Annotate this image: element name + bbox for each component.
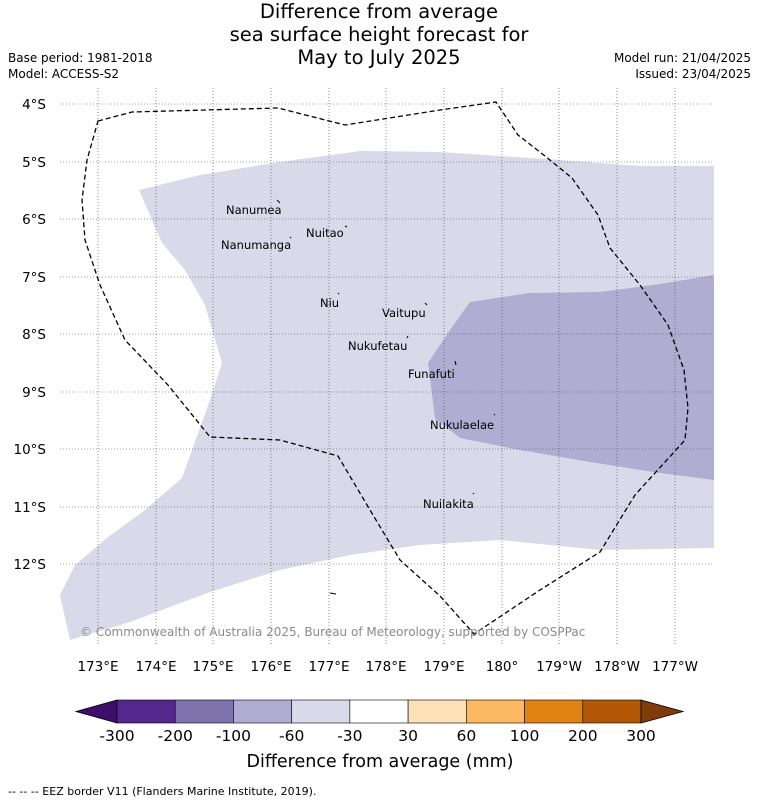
lat-tick-label: 10°S xyxy=(14,442,47,458)
base-period-text: Base period: 1981-2018 xyxy=(8,51,153,65)
lat-tick-label: 5°S xyxy=(22,155,46,171)
island-label-nukulaelae: Nukulaelae xyxy=(430,418,494,432)
lon-tick-label: 177°W xyxy=(652,659,698,675)
island-label-nanumea: Nanumea xyxy=(226,203,282,217)
colorbar-swatch xyxy=(582,699,642,724)
lat-tick-label: 7°S xyxy=(22,270,46,286)
island-markers xyxy=(276,199,496,595)
longitude-axis: 173°E 174°E 175°E 176°E 177°E 178°E 179°E 180° 1… xyxy=(77,659,697,675)
colorbar-swatch xyxy=(466,699,525,724)
lon-tick-label: 180° xyxy=(486,659,519,675)
lon-tick-label: 174°E xyxy=(135,659,176,675)
lat-tick-label: 9°S xyxy=(22,385,46,401)
model-run-text: Model run: 21/04/2025 xyxy=(613,51,751,65)
eez-legend-note: -- -- -- EEZ border V11 (Flanders Marine… xyxy=(8,785,317,798)
colorbar-tick-label: -30 xyxy=(337,727,362,745)
lat-tick-label: 6°S xyxy=(22,212,46,228)
anomaly-region-light xyxy=(60,151,714,640)
lon-tick-label: 173°E xyxy=(77,659,118,675)
lat-tick-label: 8°S xyxy=(22,327,46,343)
title-line-1: Difference from average xyxy=(259,0,499,23)
lon-tick-label: 176°E xyxy=(250,659,291,675)
lat-tick-label: 4°S xyxy=(22,97,46,113)
issued-text: Issued: 23/04/2025 xyxy=(635,67,751,81)
colorbar-swatch xyxy=(291,699,351,724)
colorbar-tick-label: -200 xyxy=(158,727,193,745)
title-line-3: May to July 2025 xyxy=(297,46,461,69)
colorbar-tick-label: 60 xyxy=(456,727,476,745)
island-label-nukufetau: Nukufetau xyxy=(348,339,407,353)
lon-tick-label: 175°E xyxy=(192,659,233,675)
island-label-vaitupu: Vaitupu xyxy=(382,306,426,320)
island-label-niu: Niu xyxy=(320,296,339,310)
meta-left: Base period: 1981-2018 Model: ACCESS-S2 xyxy=(8,50,153,82)
colorbar-tick-label: -60 xyxy=(279,727,304,745)
island-label-nuitao: Nuitao xyxy=(306,226,344,240)
lon-tick-label: 178°E xyxy=(365,659,406,675)
island-label-nuilakita: Nuilakita xyxy=(423,497,474,511)
lon-tick-label: 179°E xyxy=(423,659,464,675)
grid-lines xyxy=(60,88,714,645)
colorbar-swatch xyxy=(174,699,234,724)
colorbar-tick-label: -300 xyxy=(99,727,134,745)
colorbar-tick-label: 30 xyxy=(398,727,418,745)
colorbar-swatch xyxy=(349,699,409,724)
meta-right: Model run: 21/04/2025 Issued: 23/04/2025 xyxy=(614,50,751,82)
colorbar-swatch xyxy=(524,699,584,724)
colorbar-title: Difference from average (mm) xyxy=(246,752,513,772)
colorbar-tick-label: 200 xyxy=(568,727,598,745)
colorbar-extend-max xyxy=(640,699,685,724)
copyright-notice: © Commonwealth of Australia 2025, Bureau… xyxy=(80,625,585,639)
colorbar-extend-min xyxy=(74,699,118,724)
map-title: Difference from average sea surface heig… xyxy=(0,0,758,69)
lon-tick-label: 179°W xyxy=(536,659,582,675)
model-text: Model: ACCESS-S2 xyxy=(8,67,120,81)
island-label-funafuti: Funafuti xyxy=(408,367,455,381)
lat-tick-label: 12°S xyxy=(14,557,47,573)
lon-tick-label: 178°W xyxy=(594,659,640,675)
colorbar-tick-label: 100 xyxy=(510,727,540,745)
colorbar-swatch xyxy=(233,699,292,724)
colorbar: -300 -200 -100 -60 -30 30 60 100 200 300 xyxy=(74,699,685,745)
latitude-axis: 4°S 5°S 6°S 7°S 8°S 9°S 10°S 11°S 12°S xyxy=(14,97,47,573)
colorbar-tick-label: 300 xyxy=(626,727,656,745)
lat-tick-label: 11°S xyxy=(14,500,47,516)
island-labels: Nanumea Nuitao Nanumanga Niu Vaitupu Nuk… xyxy=(221,203,494,511)
island-label-nanumanga: Nanumanga xyxy=(221,238,291,252)
colorbar-swatch xyxy=(407,699,467,724)
colorbar-tick-label: -100 xyxy=(216,727,251,745)
anomaly-region-medium xyxy=(428,275,714,480)
colorbar-swatch xyxy=(116,699,176,724)
title-line-2: sea surface height forecast for xyxy=(229,23,529,46)
lon-tick-label: 177°E xyxy=(308,659,349,675)
eez-border xyxy=(81,101,689,635)
